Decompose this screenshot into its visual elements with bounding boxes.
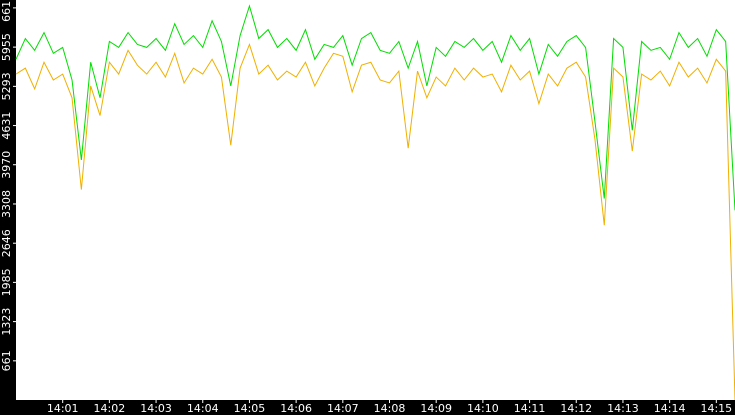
x-tick-label: 14:12: [560, 402, 592, 415]
plot-area: [16, 0, 735, 400]
series-line: [15, 42, 735, 401]
x-tick-label: 14:03: [140, 402, 172, 415]
x-tick-label: 14:05: [234, 402, 266, 415]
y-tick-label: 2646: [0, 229, 13, 257]
x-tick-label: 14:10: [467, 402, 499, 415]
y-tick-label: 6617: [0, 0, 13, 22]
x-tick-label: 14:09: [420, 402, 452, 415]
y-tick-label: 3970: [0, 151, 13, 179]
y-tick-label: 5955: [0, 33, 13, 61]
x-tick-label: 14:15: [700, 402, 732, 415]
x-tick-label: 14:02: [94, 402, 126, 415]
y-tick-label: 5293: [0, 72, 13, 100]
y-tick-label: 1323: [0, 308, 13, 336]
x-tick-label: 14:14: [654, 402, 686, 415]
series-line: [15, 4, 735, 211]
x-tick-label: 14:06: [280, 402, 312, 415]
x-tick-label: 14:11: [514, 402, 546, 415]
x-tick-label: 14:08: [374, 402, 406, 415]
y-tick-label: 4631: [0, 112, 13, 140]
x-tick-label: 14:07: [327, 402, 359, 415]
x-tick-label: 14:04: [187, 402, 219, 415]
y-tick-label: 1985: [0, 268, 13, 296]
y-tick-label: 661: [0, 350, 13, 371]
y-tick-label: 3308: [0, 190, 13, 218]
x-tick-label: 14:13: [607, 402, 639, 415]
x-tick-label: 14:01: [47, 402, 79, 415]
